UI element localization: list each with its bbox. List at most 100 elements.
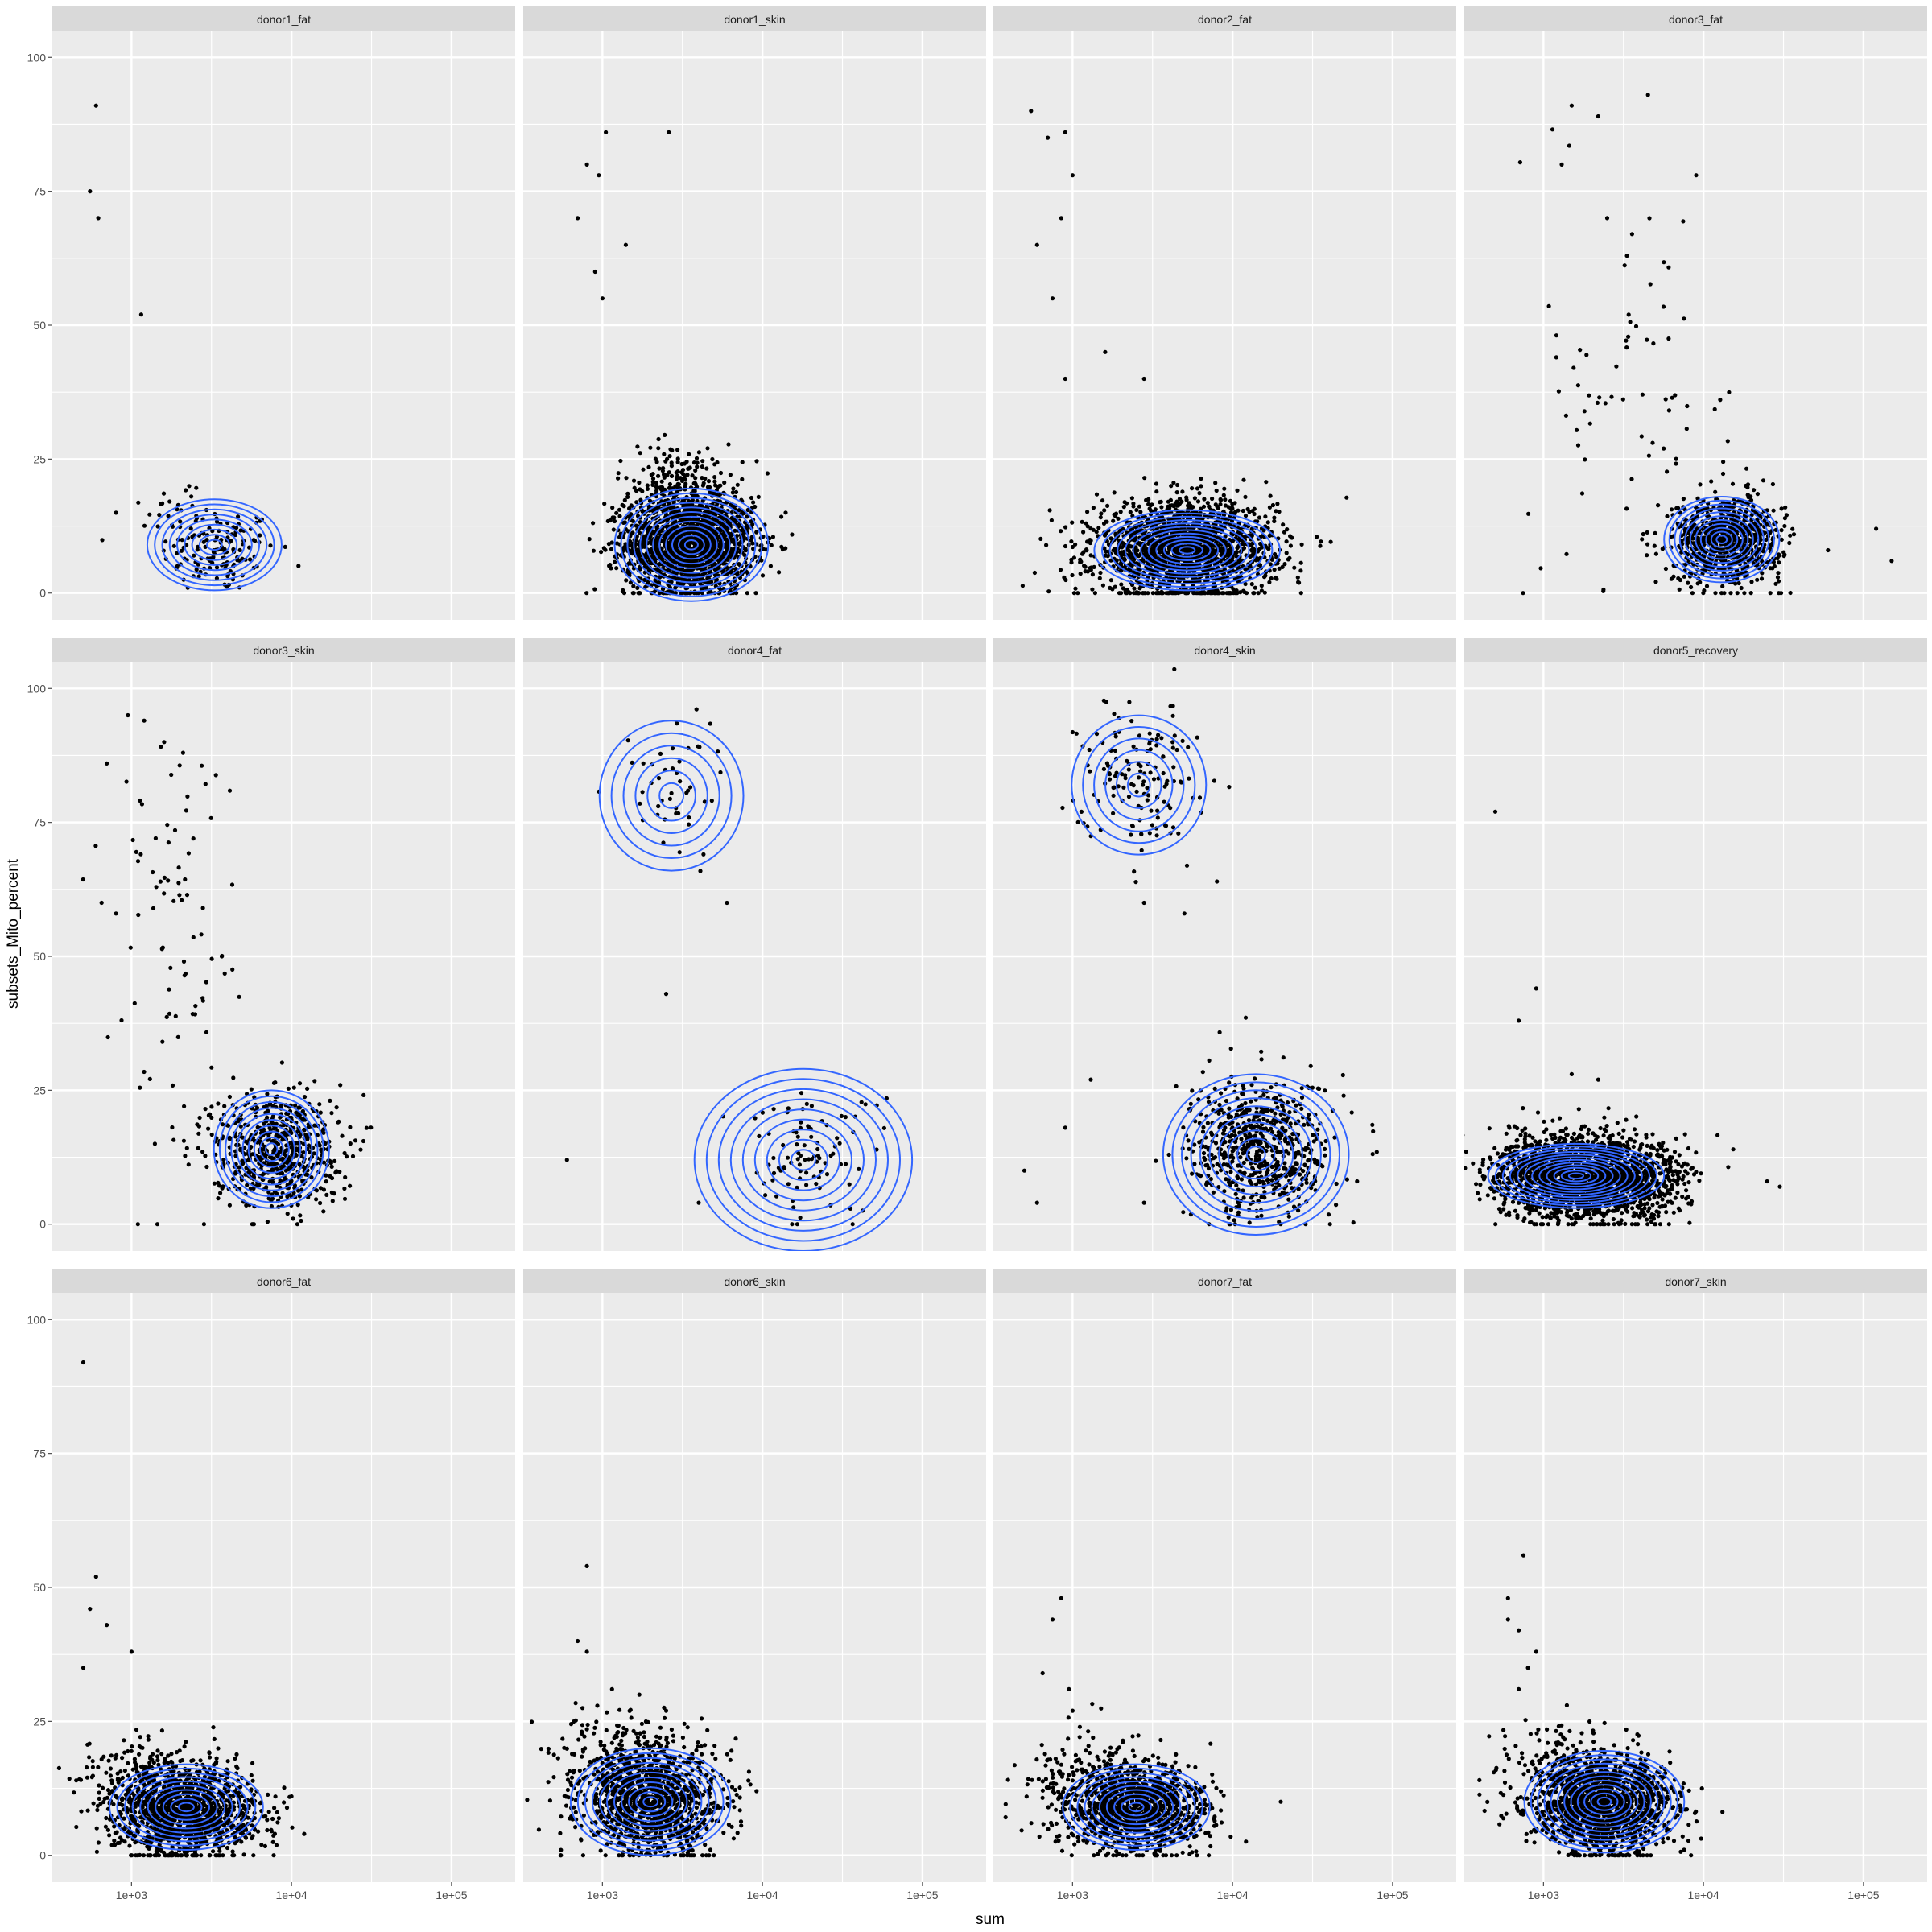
density-contour [652, 515, 731, 574]
data-point [1063, 525, 1068, 530]
data-point [1582, 409, 1587, 414]
data-point [675, 448, 680, 452]
data-point [1344, 495, 1349, 500]
density-contour [1101, 512, 1274, 588]
data-point [667, 485, 672, 490]
data-point [1728, 591, 1733, 596]
data-point [1647, 216, 1652, 221]
data-point [1556, 389, 1561, 394]
data-point [703, 476, 708, 481]
data-point [1116, 516, 1121, 521]
data-point [1111, 518, 1116, 523]
data-point [1230, 506, 1235, 510]
data-point [192, 553, 196, 558]
data-point [1190, 486, 1195, 491]
data-point [690, 473, 695, 478]
data-point [1776, 579, 1781, 584]
data-point [614, 510, 619, 515]
data-point [1071, 555, 1076, 560]
data-point [712, 475, 717, 480]
data-point [1773, 581, 1778, 586]
data-point [1184, 495, 1189, 500]
data-point [1129, 496, 1134, 501]
data-point [679, 567, 683, 572]
data-point [687, 452, 691, 456]
data-point [1262, 590, 1267, 595]
data-point [238, 528, 243, 533]
data-point [642, 577, 647, 583]
data-point [210, 560, 215, 565]
data-point [669, 460, 674, 465]
data-point [710, 456, 715, 462]
data-point [1080, 519, 1084, 524]
data-point [1777, 553, 1781, 559]
data-point [1695, 537, 1700, 542]
data-point [1108, 578, 1113, 583]
data-point [1259, 588, 1264, 593]
data-point [1648, 282, 1653, 287]
data-point [1070, 173, 1075, 178]
data-point [1770, 566, 1775, 571]
data-point [1725, 439, 1730, 444]
data-point [1126, 548, 1132, 554]
data-point [268, 543, 273, 548]
data-point [1059, 529, 1063, 534]
density-contour [1117, 519, 1258, 581]
data-point [1674, 456, 1678, 461]
data-point [658, 486, 663, 492]
data-point [1121, 505, 1126, 510]
data-point [760, 573, 766, 578]
data-point [1272, 568, 1277, 572]
data-point [100, 538, 105, 543]
data-point [1104, 519, 1109, 524]
data-point [783, 510, 788, 515]
data-point [1259, 584, 1264, 588]
data-point [1640, 392, 1645, 397]
data-point [623, 242, 629, 247]
data-point [685, 473, 690, 477]
data-point [1299, 542, 1304, 547]
data-point [1761, 549, 1766, 554]
data-point [1194, 591, 1199, 596]
data-point [214, 519, 220, 524]
data-point [779, 514, 784, 519]
data-point [656, 446, 661, 451]
data-point [697, 542, 702, 547]
data-point [697, 503, 703, 508]
data-point [584, 162, 589, 167]
data-point [233, 532, 238, 538]
data-point [214, 576, 219, 581]
data-point [296, 564, 301, 568]
data-point [214, 565, 220, 570]
data-point [737, 508, 741, 513]
data-point [1150, 547, 1154, 551]
data-point [650, 482, 655, 488]
data-point [1092, 564, 1096, 570]
data-point [617, 507, 622, 512]
data-point [1666, 408, 1671, 413]
data-point [1788, 590, 1793, 596]
data-point [1678, 577, 1682, 583]
data-point [1114, 558, 1119, 563]
data-point [1221, 493, 1226, 497]
data-point [93, 103, 98, 108]
density-contour [658, 520, 724, 569]
data-point [728, 473, 733, 477]
data-point [1645, 553, 1649, 558]
data-point [1032, 570, 1037, 576]
data-point [1727, 390, 1732, 394]
data-point [1081, 550, 1086, 555]
data-point [675, 477, 679, 481]
data-point [704, 530, 708, 535]
data-point [1550, 127, 1555, 132]
data-point [1168, 497, 1173, 503]
data-point [1170, 503, 1174, 508]
data-point [1044, 543, 1049, 547]
data-point [1102, 508, 1107, 513]
data-point [1137, 504, 1141, 509]
data-point [754, 459, 759, 464]
facet-label: donor3_fat [1669, 13, 1723, 26]
facet-label: donor2_fat [1198, 13, 1252, 26]
data-point [1651, 341, 1656, 346]
